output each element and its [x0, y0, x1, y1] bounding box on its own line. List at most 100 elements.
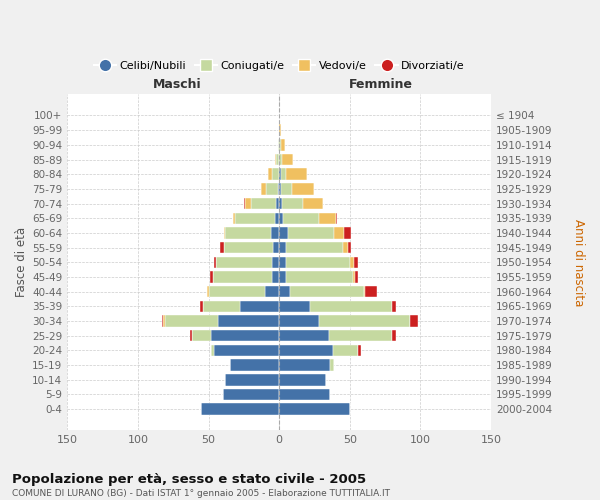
Bar [226, 374, 279, 386]
Bar [279, 404, 350, 415]
Bar [276, 154, 279, 166]
Bar [279, 256, 286, 268]
Bar [410, 316, 418, 327]
Bar [235, 212, 275, 224]
Bar [279, 360, 330, 371]
Bar [224, 242, 274, 254]
Bar [279, 183, 281, 194]
Bar [349, 242, 351, 254]
Bar [244, 198, 245, 209]
Bar [276, 198, 279, 209]
Bar [190, 330, 191, 342]
Bar [266, 183, 278, 194]
Bar [272, 256, 279, 268]
Bar [261, 183, 266, 194]
Bar [355, 272, 358, 282]
Bar [207, 286, 209, 298]
Bar [279, 124, 281, 136]
Bar [279, 168, 281, 180]
Bar [275, 154, 276, 166]
Bar [245, 198, 251, 209]
Bar [214, 344, 279, 356]
Bar [319, 212, 335, 224]
Bar [162, 316, 163, 327]
Bar [203, 300, 239, 312]
Bar [265, 286, 279, 298]
Bar [282, 154, 293, 166]
Bar [251, 198, 276, 209]
Bar [223, 388, 279, 400]
Bar [279, 212, 283, 224]
Bar [275, 212, 279, 224]
Bar [279, 344, 333, 356]
Bar [226, 227, 271, 238]
Bar [278, 183, 279, 194]
Text: Femmine: Femmine [349, 78, 413, 91]
Bar [279, 154, 282, 166]
Bar [279, 242, 286, 254]
Bar [278, 139, 279, 150]
Bar [343, 242, 349, 254]
Bar [211, 330, 279, 342]
Bar [310, 300, 392, 312]
Bar [224, 227, 226, 238]
Bar [272, 168, 279, 180]
Bar [287, 227, 334, 238]
Bar [290, 286, 364, 298]
Bar [354, 256, 358, 268]
Bar [279, 300, 310, 312]
Bar [220, 242, 224, 254]
Bar [274, 242, 279, 254]
Bar [334, 227, 344, 238]
Text: Maschi: Maschi [153, 78, 202, 91]
Bar [286, 256, 350, 268]
Bar [279, 139, 281, 150]
Bar [230, 360, 279, 371]
Bar [209, 286, 265, 298]
Bar [200, 300, 203, 312]
Bar [281, 139, 285, 150]
Bar [364, 286, 365, 298]
Bar [279, 227, 287, 238]
Bar [279, 198, 282, 209]
Bar [279, 316, 319, 327]
Bar [303, 198, 323, 209]
Bar [215, 256, 272, 268]
Bar [202, 404, 279, 415]
Bar [365, 286, 377, 298]
Text: Popolazione per età, sesso e stato civile - 2005: Popolazione per età, sesso e stato civil… [12, 472, 366, 486]
Bar [163, 316, 165, 327]
Bar [213, 272, 272, 282]
Bar [281, 183, 292, 194]
Y-axis label: Fasce di età: Fasce di età [15, 228, 28, 298]
Bar [335, 212, 337, 224]
Bar [330, 360, 334, 371]
Bar [282, 198, 303, 209]
Bar [239, 300, 279, 312]
Text: COMUNE DI LURANO (BG) - Dati ISTAT 1° gennaio 2005 - Elaborazione TUTTITALIA.IT: COMUNE DI LURANO (BG) - Dati ISTAT 1° ge… [12, 489, 390, 498]
Bar [268, 168, 272, 180]
Bar [319, 316, 410, 327]
Bar [279, 330, 329, 342]
Bar [281, 168, 286, 180]
Bar [191, 330, 211, 342]
Bar [211, 344, 214, 356]
Y-axis label: Anni di nascita: Anni di nascita [572, 218, 585, 306]
Bar [350, 256, 354, 268]
Bar [272, 272, 279, 282]
Legend: Celibi/Nubili, Coniugati/e, Vedovi/e, Divorziati/e: Celibi/Nubili, Coniugati/e, Vedovi/e, Di… [89, 56, 469, 76]
Bar [283, 212, 319, 224]
Bar [344, 227, 351, 238]
Bar [165, 316, 218, 327]
Bar [279, 272, 286, 282]
Bar [218, 316, 279, 327]
Bar [286, 168, 307, 180]
Bar [286, 242, 343, 254]
Bar [358, 344, 361, 356]
Bar [329, 330, 392, 342]
Bar [353, 272, 355, 282]
Bar [210, 272, 213, 282]
Bar [279, 388, 330, 400]
Bar [214, 256, 215, 268]
Bar [292, 183, 314, 194]
